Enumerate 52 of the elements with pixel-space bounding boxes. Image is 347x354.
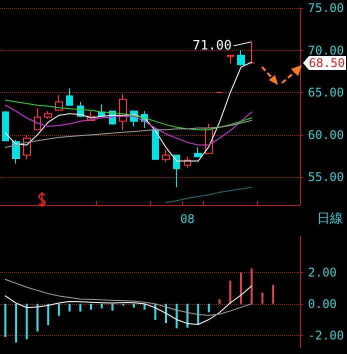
bar (197, 304, 200, 324)
y-tick-label: 70.00 (308, 43, 344, 58)
candlestick (12, 139, 20, 164)
candlestick (227, 54, 234, 64)
bar (186, 304, 188, 328)
candlestick (237, 50, 245, 66)
line-series (4, 62, 252, 162)
bar (4, 304, 6, 337)
candlestick (66, 88, 73, 106)
y-tick-label: 60.00 (308, 128, 344, 142)
annotation: 71.00 (192, 38, 232, 54)
bar (132, 304, 135, 308)
bar (208, 304, 210, 312)
bar (111, 304, 114, 311)
line-series (4, 285, 252, 325)
candlestick (194, 147, 202, 158)
bar (250, 268, 253, 304)
text: 日線 (317, 212, 343, 226)
bar (240, 272, 242, 304)
line-series (166, 186, 252, 203)
bar (90, 304, 92, 310)
bar (229, 280, 232, 304)
y-tick-label: 55.00 (308, 170, 344, 184)
line-series (4, 120, 252, 148)
y-tick-label: 65.00 (308, 86, 344, 100)
bar (261, 292, 264, 304)
bar (100, 304, 103, 308)
candlestick (44, 110, 52, 120)
x-tick-label: 08 (180, 212, 195, 226)
bar (47, 304, 50, 326)
text: 68.50 (308, 56, 345, 70)
y-tick-label: 0.00 (308, 296, 337, 311)
candlestick (173, 154, 180, 188)
candlestick (34, 108, 41, 130)
candlestick (248, 41, 255, 64)
line-series (4, 100, 252, 130)
bar (272, 284, 274, 304)
y-tick-label: -2.00 (308, 328, 344, 342)
bar (26, 304, 28, 340)
bar (15, 304, 18, 342)
y-tick-label: 75.00 (308, 1, 344, 15)
line-series (4, 104, 252, 146)
bar (68, 304, 71, 312)
candlestick (2, 110, 9, 142)
bar (79, 304, 82, 312)
line-series (4, 278, 252, 316)
y-tick-label: 2.00 (308, 265, 337, 280)
bar (58, 304, 60, 316)
bar (36, 304, 38, 332)
bar (176, 304, 178, 328)
bar (218, 299, 221, 304)
candlestick (162, 150, 170, 162)
